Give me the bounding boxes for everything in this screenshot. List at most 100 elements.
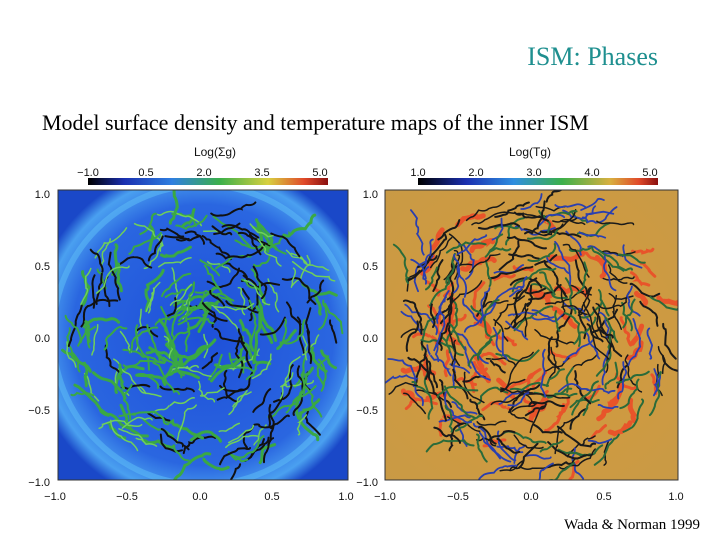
left-cb-tick: −1.0 [77,167,99,179]
filament [175,404,197,445]
filament [385,374,419,385]
filament [607,420,633,437]
filament [189,430,222,443]
filament [302,335,308,361]
filament [513,305,554,332]
filament [147,287,155,314]
filament [139,386,162,398]
filament [596,397,620,422]
filament [167,369,201,380]
filament [281,318,288,345]
filament [285,301,302,326]
filament [592,335,610,360]
filament [621,301,633,332]
filament [656,295,678,307]
filament [165,297,177,318]
filament [118,363,125,390]
filament [199,387,225,397]
filament [469,253,501,274]
filament [285,249,308,265]
filament [469,398,486,421]
filament [568,247,592,253]
filament [253,414,290,429]
filament [215,254,252,270]
right-y-tick: 0.0 [363,333,378,345]
filament [316,355,330,386]
filament [178,292,206,322]
filament [443,316,463,346]
filament [581,206,618,224]
filament [146,324,161,361]
left-cb-tick: 3.5 [254,167,269,179]
filament [562,243,590,278]
filament [531,312,566,323]
filament [194,289,235,302]
filament [560,219,586,226]
filament [511,267,557,293]
filament [462,298,479,322]
filament [500,351,534,393]
filament [145,348,171,358]
filament [562,205,597,220]
filament [422,238,434,268]
filament [176,235,201,242]
left-y-tick: 0.5 [35,261,50,273]
filament [465,201,505,222]
filament [173,286,219,307]
filament [598,311,610,338]
filament [592,306,614,339]
filament [282,213,317,238]
filament [619,316,633,347]
filament [493,318,509,342]
filament [248,299,257,345]
filament [279,372,294,400]
filament [304,409,321,436]
left-y-tick: 1.0 [35,189,50,201]
filament [562,339,594,363]
filament [84,320,91,343]
left-x-tick: −0.5 [116,491,138,503]
filament [622,244,643,269]
filament [161,272,192,298]
filament [582,389,597,416]
filament [73,383,110,417]
filament [587,438,613,445]
filament [273,364,294,403]
filament [433,306,446,352]
right-y-tick: −0.5 [356,405,378,417]
filament [531,309,555,319]
filament [199,259,221,277]
filament [569,407,588,430]
density-map [58,190,348,480]
filament [630,271,651,287]
filament [509,408,534,423]
filament [590,424,607,440]
filament [66,341,77,368]
filament [527,243,557,263]
filament [444,391,473,424]
filament [404,303,438,336]
filament [83,361,89,388]
right-y-tick: 0.5 [363,261,378,273]
filament [221,224,260,239]
filament [472,422,501,460]
filament [479,287,491,324]
filament [202,457,230,471]
filament [548,347,581,360]
filament [134,324,150,371]
filament [491,217,504,241]
filament [201,352,219,370]
filament [104,344,122,375]
filament [617,253,646,264]
filament [528,284,562,301]
filament [173,344,207,360]
filament [218,422,241,433]
right-cb-tick: 1.0 [410,167,425,179]
filament [563,312,581,347]
filament [547,336,560,370]
filament [132,410,170,426]
filament [627,397,638,424]
filament [429,236,453,269]
filament [524,308,529,337]
filament [295,401,320,442]
